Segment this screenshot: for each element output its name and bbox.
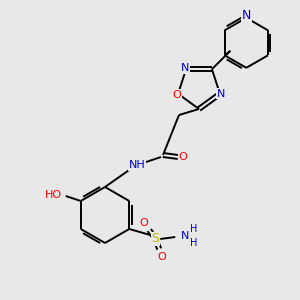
Text: S: S [151,232,159,245]
Text: N: N [181,231,189,241]
Text: N: N [242,9,251,22]
Text: O: O [140,218,148,228]
Text: O: O [178,152,188,162]
Text: N: N [217,89,225,99]
Text: O: O [158,252,167,262]
Text: H: H [190,238,197,248]
Text: O: O [173,90,182,100]
Text: H: H [190,224,197,234]
Text: N: N [181,63,189,73]
Text: NH: NH [129,160,146,170]
Text: HO: HO [45,190,62,200]
